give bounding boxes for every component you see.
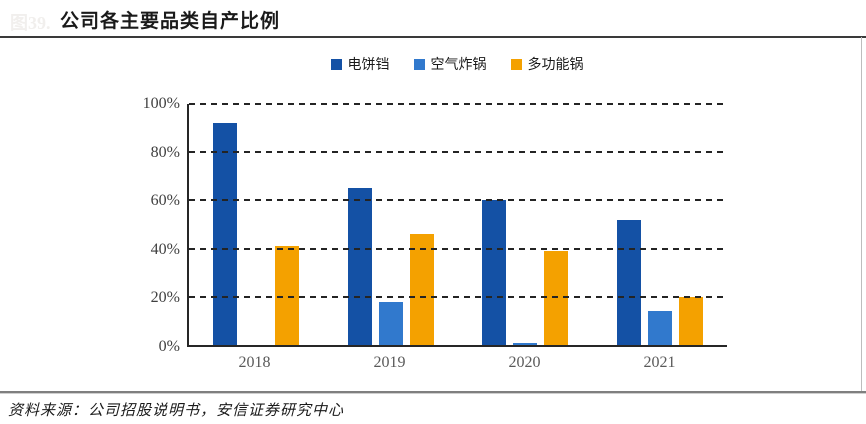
bar-group-2021	[593, 104, 728, 345]
chart-legend: 电饼铛 空气炸锅 多功能锅	[187, 55, 727, 73]
legend-label: 多功能锅	[527, 58, 584, 73]
bar-多功能锅-2019	[409, 234, 434, 345]
legend-swatch-icon	[330, 58, 342, 70]
x-tick-label: 2019	[373, 354, 406, 371]
bar-电饼铛-2020	[482, 200, 507, 345]
bar-空气炸锅-2019	[378, 301, 403, 345]
bar-多功能锅-2020	[544, 251, 569, 345]
y-tick-label: 20%	[150, 289, 180, 307]
legend-item: 电饼铛	[330, 54, 390, 74]
x-axis-labels: 2018 2019 2020 2021	[187, 354, 727, 372]
legend-item: 多功能锅	[510, 54, 584, 74]
y-tick-label: 80%	[150, 143, 180, 161]
legend-swatch-icon	[510, 58, 522, 70]
bar-电饼铛-2018	[213, 123, 238, 345]
y-tick-label: 60%	[150, 192, 180, 210]
gridline	[189, 199, 727, 202]
x-tick-label: 2021	[643, 354, 676, 371]
gridline	[189, 247, 727, 250]
gridline	[189, 103, 727, 105]
bar-多功能锅-2021	[678, 296, 703, 345]
bar-空气炸锅-2021	[647, 311, 672, 345]
gridline	[189, 151, 727, 154]
legend-label: 空气炸锅	[430, 58, 487, 73]
bar-空气炸锅-2020	[513, 342, 538, 345]
y-tick-label: 40%	[150, 240, 180, 258]
bar-group-2019	[324, 104, 459, 345]
plot-area	[187, 103, 727, 347]
bar-多功能锅-2018	[275, 246, 300, 345]
legend-swatch-icon	[413, 58, 425, 70]
bar-电饼铛-2021	[616, 219, 641, 345]
title-underline	[0, 36, 866, 38]
bar-group-2018	[189, 104, 324, 345]
y-tick-label: 100%	[142, 95, 180, 112]
source-note: 资料来源：公司招股说明书，安信证券研究中心	[8, 403, 345, 419]
figure-number-watermark: 图39.	[10, 13, 51, 33]
legend-item: 空气炸锅	[413, 54, 487, 74]
gridline	[189, 295, 727, 298]
chart-title: 公司各主要品类自产比例	[60, 11, 281, 32]
bar-groups	[189, 104, 727, 345]
footer-divider	[0, 391, 866, 394]
x-tick-label: 2018	[238, 354, 271, 371]
x-tick-label: 2020	[508, 354, 541, 371]
legend-label: 电饼铛	[347, 58, 390, 73]
table-cell-right-border	[861, 37, 862, 391]
bar-group-2020	[458, 104, 593, 345]
bar-电饼铛-2019	[347, 188, 372, 345]
y-tick-label: 0%	[158, 338, 180, 355]
